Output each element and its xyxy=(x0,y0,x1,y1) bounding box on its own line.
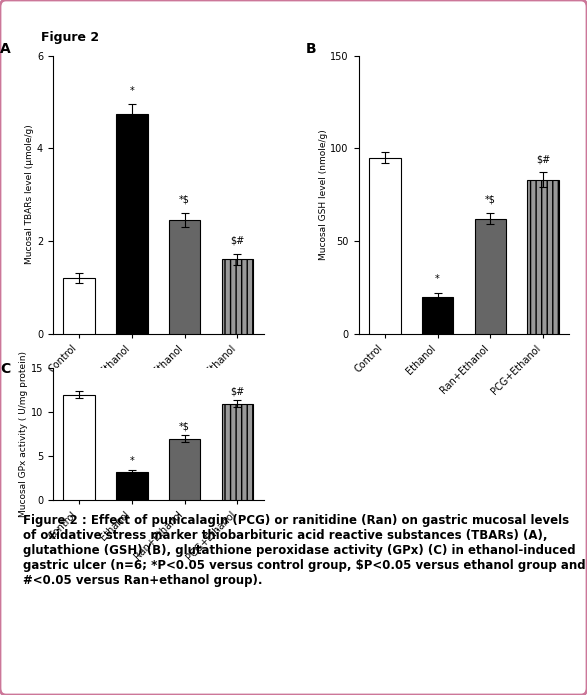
Text: A: A xyxy=(0,42,11,56)
Text: C: C xyxy=(0,362,11,376)
Text: Figure 2: Figure 2 xyxy=(41,31,99,44)
Bar xyxy=(369,158,401,334)
Bar xyxy=(116,113,148,334)
Y-axis label: Mucosal GSH level (nmole/g): Mucosal GSH level (nmole/g) xyxy=(319,129,328,260)
Text: B: B xyxy=(306,42,316,56)
Bar xyxy=(221,404,253,500)
Y-axis label: Mucosal TBARs level (μmole/g): Mucosal TBARs level (μmole/g) xyxy=(25,124,34,265)
Bar xyxy=(474,219,506,334)
Text: *$: *$ xyxy=(485,195,496,205)
Text: *: * xyxy=(130,456,134,466)
Text: *$: *$ xyxy=(179,195,190,205)
Bar xyxy=(169,220,200,334)
Text: Figure 2 : Effect of punicalagin (PCG) or ranitidine (Ran) on gastric mucosal le: Figure 2 : Effect of punicalagin (PCG) o… xyxy=(23,514,586,587)
Bar xyxy=(63,278,95,334)
Text: *$: *$ xyxy=(179,421,190,432)
Text: *: * xyxy=(435,275,440,284)
Bar xyxy=(221,259,253,334)
Bar xyxy=(422,297,453,334)
Bar xyxy=(63,395,95,500)
Bar xyxy=(169,439,200,500)
Text: *: * xyxy=(130,86,134,96)
Y-axis label: Mucosal GPx activity ( U/mg protein): Mucosal GPx activity ( U/mg protein) xyxy=(19,352,28,517)
Text: $#: $# xyxy=(230,386,244,396)
Bar xyxy=(116,472,148,500)
Text: $#: $# xyxy=(536,154,550,164)
Text: Figure 2 : Effect of punicalagin (PCG) or ranitidine (Ran) on gastric mucosal le: Figure 2 : Effect of punicalagin (PCG) o… xyxy=(0,694,1,695)
Text: $#: $# xyxy=(230,236,244,245)
Bar xyxy=(527,180,559,334)
